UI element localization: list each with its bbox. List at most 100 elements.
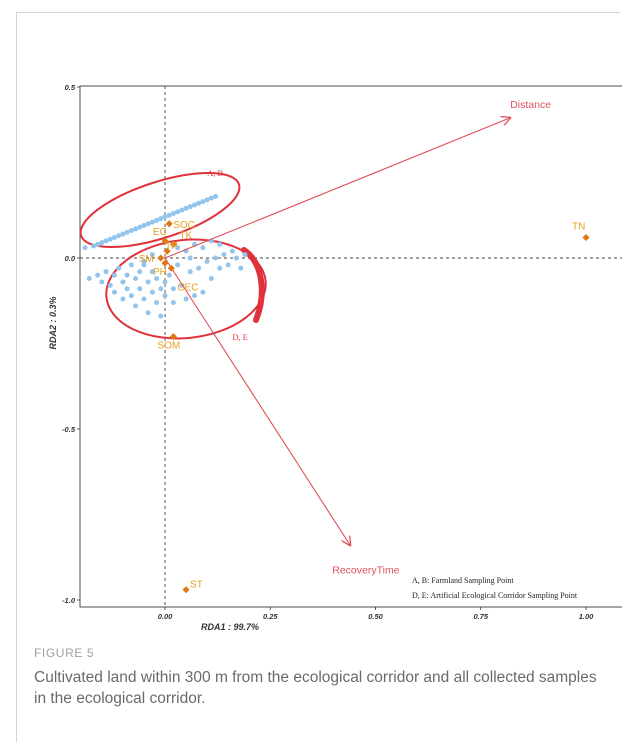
property-point-tk — [169, 240, 177, 248]
sample-point — [183, 205, 189, 211]
figure-frame — [16, 12, 620, 742]
sample-point — [170, 286, 176, 292]
sample-point — [141, 258, 147, 264]
sample-point — [242, 252, 248, 258]
property-label-cec: CEC — [177, 282, 198, 293]
property-point-som — [169, 333, 177, 341]
legend-entry: D, E: Artificial Ecological Corridor Sam… — [412, 591, 578, 600]
sample-point — [137, 286, 143, 292]
sample-point — [229, 248, 235, 254]
sample-point — [124, 229, 130, 235]
y-tick-label: -0.5 — [62, 425, 76, 434]
sample-point — [170, 299, 176, 305]
x-axis-label: RDA1 : 99.7% — [201, 622, 259, 632]
sample-point — [116, 265, 122, 271]
sample-point — [149, 219, 155, 225]
property-label-st: ST — [190, 580, 203, 591]
sample-point — [162, 279, 168, 285]
sample-point — [137, 224, 143, 230]
sample-point — [124, 286, 130, 292]
sample-point — [217, 265, 223, 271]
property-label-ec: EC — [153, 227, 167, 238]
property-point-soc — [165, 220, 173, 228]
property-label-tp: TP — [165, 241, 178, 252]
y-tick-label: -1.0 — [62, 596, 76, 605]
sample-point — [145, 221, 151, 227]
x-tick-label: 0.25 — [263, 612, 278, 621]
sample-point — [162, 214, 168, 220]
figure-caption-text: Cultivated land within 300 m from the ec… — [34, 669, 597, 707]
arrow-label-recoverytime: RecoveryTime — [332, 564, 399, 576]
arrow-recoverytime — [164, 257, 350, 545]
sample-point — [183, 296, 189, 302]
sample-point — [99, 240, 105, 246]
property-label-sm: SM — [139, 254, 154, 265]
sample-point — [187, 255, 193, 261]
sample-point — [158, 216, 164, 222]
rda-biplot: 0.00 0.25 0.50 0.75 1.00 0.5 0.0 -0.5 -1.0 RDA1 :… — [48, 83, 622, 632]
sample-point — [179, 207, 185, 213]
x-tick-label: 0.50 — [368, 612, 383, 621]
sample-point — [120, 296, 126, 302]
property-point-sm — [157, 254, 165, 262]
sample-point — [141, 223, 147, 229]
property-point-st — [182, 586, 190, 594]
sample-point — [204, 258, 210, 264]
sample-point — [175, 245, 181, 251]
sample-point — [149, 252, 155, 258]
property-label-tn: TN — [572, 221, 585, 232]
sample-point — [120, 231, 126, 237]
sample-point — [82, 245, 88, 251]
ellipse-group-ab — [79, 172, 241, 248]
figure-label: FIGURE 5 — [34, 646, 95, 660]
property-label-tk: TK — [179, 230, 192, 241]
y-tick-label: 0.0 — [65, 254, 76, 263]
sample-point — [217, 241, 223, 247]
arrow-distance — [164, 118, 510, 259]
property-point-ec — [161, 237, 169, 245]
figure-caption: FIGURE 5 Cultivated land within 300 m fr… — [34, 646, 604, 709]
sample-point — [103, 238, 109, 244]
sample-point — [166, 272, 172, 278]
sample-point — [95, 272, 101, 278]
property-label-som: SOM — [157, 341, 180, 352]
sample-point — [225, 262, 231, 268]
sample-point — [158, 286, 164, 292]
sample-point — [213, 193, 219, 199]
sample-point — [111, 234, 117, 240]
x-tick-label: 0.75 — [473, 612, 488, 621]
sample-point — [154, 217, 160, 223]
sample-point — [133, 276, 139, 282]
sample-point — [95, 241, 101, 247]
sample-point — [149, 269, 155, 275]
sample-point — [191, 293, 197, 299]
sample-point — [154, 299, 160, 305]
sample-point — [208, 195, 214, 201]
sample-point — [175, 209, 181, 215]
property-label-soc: SOC — [173, 220, 195, 231]
sample-point — [234, 255, 240, 261]
sample-point — [187, 269, 193, 275]
sample-point — [145, 279, 151, 285]
sample-point — [107, 282, 113, 288]
legend-entry: A, B: Farmland Sampling Point — [412, 576, 514, 585]
property-point-tn — [582, 233, 590, 242]
sample-point — [111, 289, 117, 295]
sample-point — [133, 226, 139, 232]
group-label: D, E — [232, 332, 248, 342]
plot-area — [79, 85, 622, 608]
sample-point — [162, 293, 168, 299]
ellipse-group-de — [105, 238, 267, 340]
sample-point — [99, 279, 105, 285]
ellipse-group-de-edge — [241, 247, 265, 323]
sample-point — [120, 279, 126, 285]
sample-point — [200, 289, 206, 295]
sample-point — [200, 199, 206, 205]
sample-point — [137, 269, 143, 275]
sample-point — [200, 245, 206, 251]
x-tick-label: 0.00 — [158, 612, 173, 621]
arrow-label-distance: Distance — [510, 99, 551, 111]
sample-point — [111, 272, 117, 278]
sample-point — [149, 289, 155, 295]
sample-point — [221, 252, 227, 258]
